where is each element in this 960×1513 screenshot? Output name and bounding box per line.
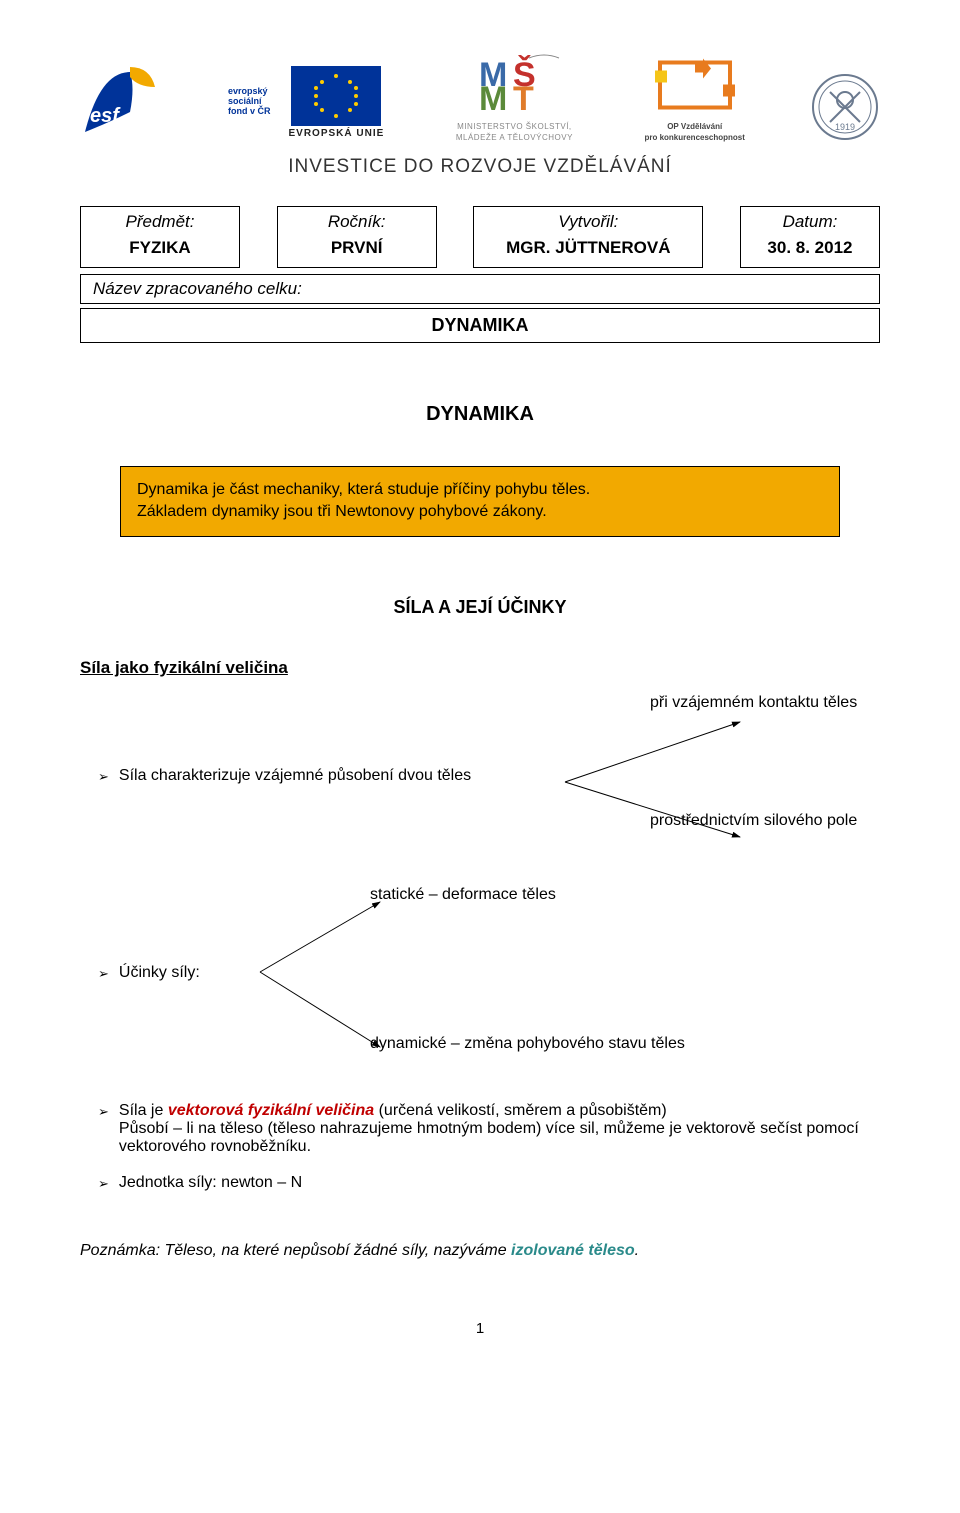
footnote-post: . [635, 1242, 639, 1259]
bullet-3-cont: Působí – li na těleso (těleso nahrazujem… [119, 1120, 859, 1155]
label-author: Vytvořil: [475, 208, 701, 236]
op-logo: OP Vzdělávání pro konkurenceschopnost [644, 45, 744, 142]
esf-logo: esf [80, 62, 210, 142]
name-value-row: DYNAMIKA [80, 308, 880, 343]
op-line-2: pro konkurenceschopnost [644, 133, 744, 142]
diagram-1-label-b: prostřednictvím silového pole [650, 812, 857, 830]
svg-text:T: T [513, 80, 534, 118]
footnote-pre: Poznámka: Těleso, na které nepůsobí žádn… [80, 1242, 511, 1259]
cell-year: Ročník: PRVNÍ [277, 206, 437, 268]
header-logos: esf evropský sociální fond v ČR [80, 40, 880, 142]
esf-icon: esf [80, 62, 210, 142]
bullet-3-text: Síla je vektorová fyzikální veličina (ur… [119, 1102, 880, 1156]
chevron-icon: ➢ [98, 1176, 109, 1192]
svg-text:M: M [479, 80, 507, 118]
label-year: Ročník: [279, 208, 435, 236]
bullet-4: ➢ Jednotka síly: newton – N [98, 1174, 880, 1192]
eu-logo: EVROPSKÁ UNIE [289, 66, 385, 139]
page-number: 1 [80, 1320, 880, 1337]
chevron-icon: ➢ [98, 1104, 109, 1120]
section-heading: SÍLA A JEJÍ ÚČINKY [80, 597, 880, 618]
esf-text: evropský sociální fond v ČR [228, 87, 271, 117]
note-box: Dynamika je část mechaniky, která studuj… [120, 466, 840, 537]
svg-text:esf: esf [90, 105, 121, 127]
value-author: MGR. JÜTTNEROVÁ [475, 236, 701, 266]
cell-author: Vytvořil: MGR. JÜTTNEROVÁ [473, 206, 703, 268]
bullet-4-text: Jednotka síly: newton – N [119, 1174, 302, 1192]
eu-flag-icon [291, 66, 381, 126]
diagram-1-label-a: při vzájemném kontaktu těles [650, 694, 857, 712]
esf-line-3: fond v ČR [228, 107, 271, 117]
msmt-line-2: MLÁDEŽE A TĚLOVÝCHOVY [456, 133, 573, 142]
banner-line: INVESTICE DO ROZVOJE VZDĚLÁVÁNÍ [80, 156, 880, 178]
school-year-text: 1919 [835, 122, 855, 132]
value-year: PRVNÍ [279, 236, 435, 266]
op-line-1: OP Vzdělávání [667, 122, 722, 131]
note-line-2: Základem dynamiky jsou tři Newtonovy poh… [137, 501, 823, 523]
page-title: DYNAMIKA [80, 403, 880, 426]
eu-label: EVROPSKÁ UNIE [289, 128, 385, 139]
label-subject: Předmět: [82, 208, 238, 236]
bullet-block-1: ➢ Síla charakterizuje vzájemné působení … [80, 692, 880, 842]
name-label-row: Název zpracovaného celku: [80, 274, 880, 304]
footnote: Poznámka: Těleso, na které nepůsobí žádn… [80, 1242, 880, 1260]
diagram-2-label-b: dynamické – změna pohybového stavu těles [370, 1035, 685, 1053]
bullet-3-post: (určená velikostí, směrem a působištěm) [374, 1102, 667, 1119]
label-date: Datum: [742, 208, 878, 236]
bullet-3: ➢ Síla je vektorová fyzikální veličina (… [98, 1102, 880, 1156]
paragraph-bullets: ➢ Síla je vektorová fyzikální veličina (… [80, 1102, 880, 1192]
diagram-2-label-a: statické – deformace těles [370, 886, 556, 904]
diagram-2: ➢ Účinky síly: statické – deformace těle… [80, 872, 880, 1072]
cell-date: Datum: 30. 8. 2012 [740, 206, 880, 268]
school-logo: 1919 [810, 72, 880, 142]
bullet-3-em: vektorová fyzikální veličina [168, 1102, 374, 1119]
value-date: 30. 8. 2012 [742, 236, 878, 266]
logo-group-left: esf evropský sociální fond v ČR [80, 62, 384, 142]
msmt-line-1: MINISTERSTVO ŠKOLSTVÍ, [457, 122, 572, 131]
info-row: Předmět: FYZIKA Ročník: PRVNÍ Vytvořil: … [80, 206, 880, 268]
op-icon [645, 45, 745, 120]
cell-subject: Předmět: FYZIKA [80, 206, 240, 268]
footnote-em: izolované těleso [511, 1242, 635, 1259]
subheading-1: Síla jako fyzikální veličina [80, 658, 880, 678]
msmt-logo: M Š M T MINISTERSTVO ŠKOLSTVÍ, MLÁDEŽE A… [449, 40, 579, 142]
value-subject: FYZIKA [82, 236, 238, 266]
bullet-3-pre: Síla je [119, 1102, 168, 1119]
note-line-1: Dynamika je část mechaniky, která studuj… [137, 479, 823, 501]
diagram-1: ➢ Síla charakterizuje vzájemné působení … [80, 692, 880, 842]
msmt-icon: M Š M T [449, 40, 579, 120]
school-emblem-icon: 1919 [810, 72, 880, 142]
